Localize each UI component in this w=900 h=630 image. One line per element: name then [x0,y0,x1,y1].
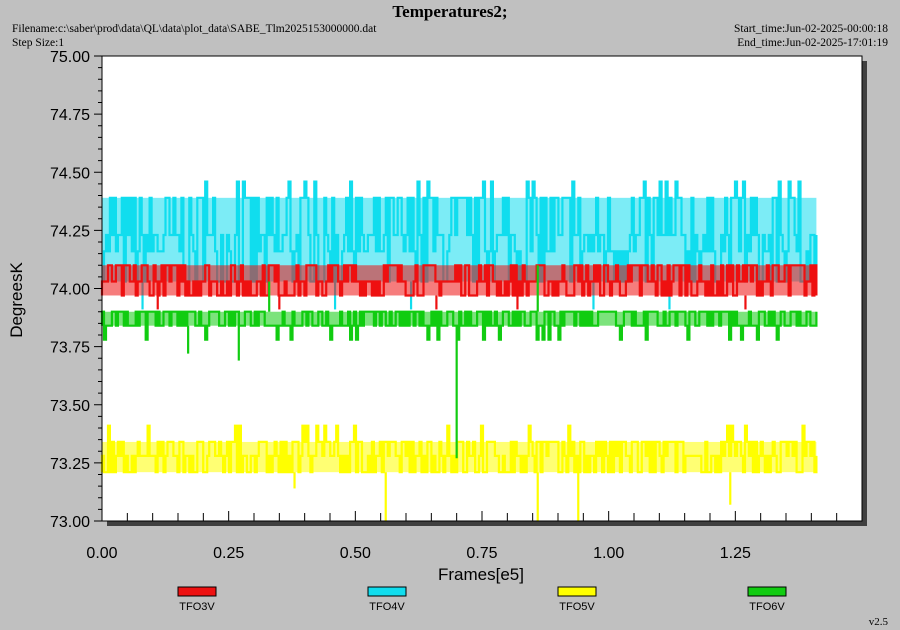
x-tick-label: 0.50 [340,545,371,562]
filename-label: Filename:c:\saber\prod\data\QL\data\plot… [12,23,377,35]
x-tick-label: 0.75 [466,545,497,562]
legend-label: TFO3V [179,601,215,613]
legend-swatch [747,586,787,597]
y-tick-label: 74.25 [50,223,90,240]
end-time-label: End_time:Jun-02-2025-17:01:19 [737,37,888,49]
series-tfo6v [100,265,818,459]
legend-label: TFO5V [559,601,595,613]
x-tick-label: 1.00 [593,545,624,562]
x-tick-label: 0.25 [213,545,244,562]
y-tick-label: 73.00 [50,514,90,531]
legend-item-tfo3v: TFO3V [177,586,217,613]
start-time-label: Start_time:Jun-02-2025-00:00:18 [734,23,888,35]
x-axis-title: Frames[e5] [438,565,524,584]
version-label: v2.5 [868,616,888,628]
y-axis-title: DegreesK [7,262,26,338]
legend-swatch [177,586,217,597]
legend-label: TFO4V [369,601,405,613]
step-size-label: Step Size:1 [12,37,65,49]
y-tick-label: 75.00 [50,49,90,66]
legend-swatch [367,586,407,597]
y-tick-label: 73.50 [50,398,90,415]
y-tick-label: 73.25 [50,456,90,473]
legend-item-tfo5v: TFO5V [557,586,597,613]
legend-label: TFO6V [749,601,785,613]
y-tick-label: 74.75 [50,107,90,124]
y-tick-label: 74.50 [50,165,90,182]
series-tfo3v [100,264,818,310]
y-tick-label: 73.75 [50,340,90,357]
series-band [102,265,817,296]
series-band [102,441,817,473]
legend-swatch [557,586,597,597]
y-tick-label: 74.00 [50,282,90,299]
x-tick-label: 1.25 [720,545,751,562]
legend-item-tfo6v: TFO6V [747,586,787,613]
legend-item-tfo4v: TFO4V [367,586,407,613]
series-tfo5v [100,424,818,521]
series-band [102,311,817,326]
chart-title: Temperatures2; [392,2,508,21]
x-tick-label: 0.00 [86,545,117,562]
